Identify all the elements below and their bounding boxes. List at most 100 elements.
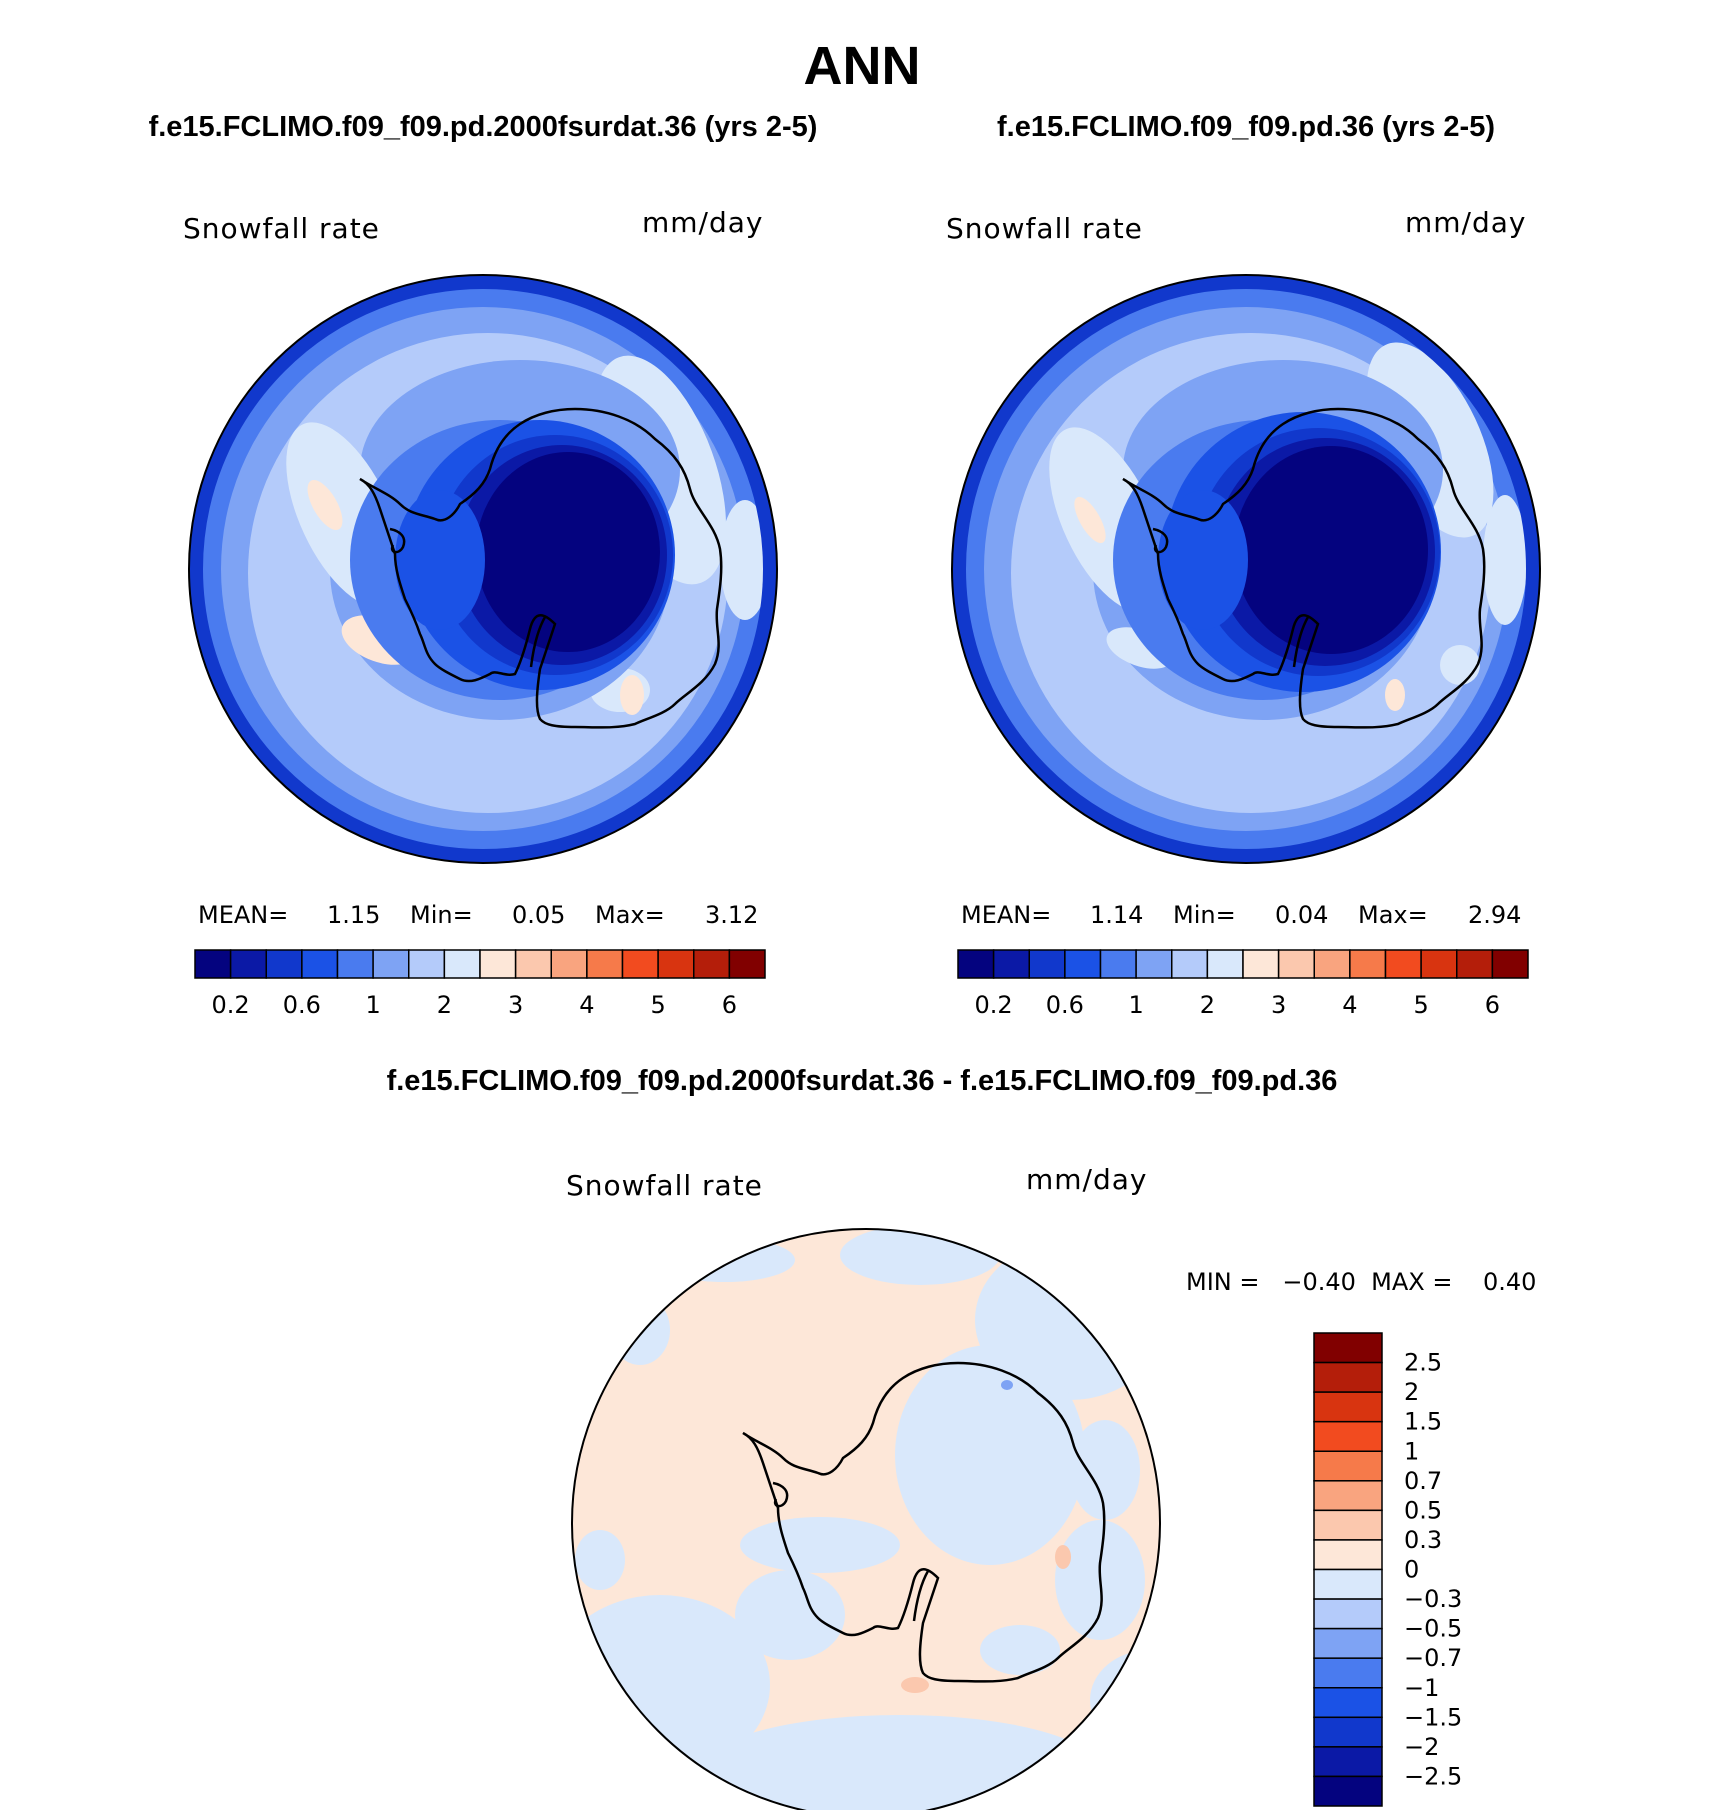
panel-a-units-label: mm/day [642, 206, 764, 239]
panel-a-colorbar-tick-label: 4 [579, 991, 594, 1019]
panel-c-colorbar-tick-label: 0.3 [1404, 1526, 1442, 1554]
panel-b-units-label: mm/day [1405, 206, 1527, 239]
panel-c-colorbar-swatch [1313, 1332, 1383, 1364]
panel-c-colorbar-swatch [1313, 1420, 1383, 1452]
panel-a-min-label: Min= [410, 901, 473, 929]
panel-c-colorbar-tick-label: −2 [1404, 1733, 1439, 1761]
panel-b-variable-label: Snowfall rate [946, 212, 1143, 245]
panel-b-map [952, 275, 1540, 863]
panel-a-map-border [188, 274, 778, 864]
panel-a: f.e15.FCLIMO.f09_f09.pd.2000fsurdat.36 (… [149, 111, 818, 1019]
panel-c-colorbar-swatch [1313, 1716, 1383, 1748]
panel-c-colorbar-tick-label: 2 [1404, 1378, 1419, 1406]
panel-a-colorbar-swatch [265, 949, 303, 979]
panel-a-colorbar-swatch [194, 949, 232, 979]
panel-c-colorbar-swatch [1313, 1361, 1383, 1393]
panel-c-colorbar-swatch [1313, 1450, 1383, 1482]
panel-c-variable-label: Snowfall rate [566, 1169, 763, 1202]
panel-a-colorbar-swatch [372, 949, 410, 979]
panel-a-colorbar-swatch [550, 949, 588, 979]
panel-a-colorbar-tick-label: 3 [508, 991, 523, 1019]
panel-c-colorbar-swatch [1313, 1687, 1383, 1719]
panel-a-colorbar-swatch [693, 949, 731, 979]
panel-b-colorbar-swatch [1171, 949, 1209, 979]
panel-c-colorbar-tick-label: −0.5 [1404, 1615, 1462, 1643]
panel-a-colorbar-swatch [301, 949, 339, 979]
panel-b-title: f.e15.FCLIMO.f09_f09.pd.36 (yrs 2-5) [997, 111, 1495, 143]
panel-b-map-border [951, 274, 1541, 864]
panel-c-colorbar-swatch [1313, 1568, 1383, 1600]
panel-a-colorbar-swatch [728, 949, 766, 979]
panel-b-max-label: Max= [1358, 901, 1428, 929]
panel-b-max-value: 2.94 [1468, 901, 1521, 929]
panel-b-colorbar-swatch [1099, 949, 1137, 979]
panel-a-colorbar-tick-label: 0.2 [212, 991, 250, 1019]
panel-b-colorbar-tick-label: 0.6 [1046, 991, 1084, 1019]
panel-c-colorbar-tick-label: −1 [1404, 1674, 1439, 1702]
panel-b-min-label: Min= [1173, 901, 1236, 929]
panel-c-colorbar: 2.521.510.70.50.30−0.3−0.5−0.7−1−1.5−2−2… [1313, 1332, 1462, 1807]
panel-c-colorbar-swatch [1313, 1775, 1383, 1807]
panel-c-range-text: MIN = −0.40 MAX = 0.40 [1186, 1268, 1536, 1296]
panel-a-colorbar-swatch [621, 949, 659, 979]
panel-b-colorbar-tick-label: 5 [1413, 991, 1428, 1019]
panel-b: f.e15.FCLIMO.f09_f09.pd.36 (yrs 2-5) Sno… [946, 111, 1541, 1019]
page-title: ANN [804, 36, 921, 96]
panel-a-map [189, 275, 777, 863]
panel-a-colorbar-swatch [514, 949, 552, 979]
panel-c-colorbar-swatch [1313, 1480, 1383, 1512]
panel-b-colorbar-swatch [1135, 949, 1173, 979]
panel-c-colorbar-tick-label: 0.7 [1404, 1467, 1442, 1495]
panel-c: f.e15.FCLIMO.f09_f09.pd.2000fsurdat.36 -… [387, 1065, 1536, 1810]
panel-b-colorbar-swatch [1206, 949, 1244, 979]
panel-a-mean-label: MEAN= [198, 901, 288, 929]
panel-a-colorbar-swatch [586, 949, 624, 979]
panel-c-colorbar-swatch [1313, 1509, 1383, 1541]
panel-b-colorbar-swatch [1277, 949, 1315, 979]
panel-b-colorbar-tick-label: 0.2 [975, 991, 1013, 1019]
panel-c-colorbar-tick-label: −1.5 [1404, 1703, 1462, 1731]
panel-a-min-value: 0.05 [512, 901, 565, 929]
panel-a-colorbar: 0.2 0.6 1 2 3 4 5 6 [194, 949, 766, 1019]
panel-a-colorbar-swatch [229, 949, 267, 979]
panel-a-colorbar-swatch [657, 949, 695, 979]
panel-c-colorbar-tick-label: −2.5 [1404, 1762, 1462, 1790]
panel-b-min-value: 0.04 [1275, 901, 1328, 929]
panel-b-colorbar-swatch [1313, 949, 1351, 979]
panel-a-colorbar-tick-label: 1 [365, 991, 380, 1019]
panel-a-mean-value: 1.15 [327, 901, 380, 929]
panel-b-colorbar-swatch [1456, 949, 1494, 979]
panel-b-mean-label: MEAN= [961, 901, 1051, 929]
panel-b-colorbar-tick-label: 2 [1200, 991, 1215, 1019]
panel-b-colorbar-swatch [1028, 949, 1066, 979]
panel-a-max-label: Max= [595, 901, 665, 929]
panel-c-units-label: mm/day [1026, 1163, 1148, 1196]
panel-b-colorbar-swatch [1491, 949, 1529, 979]
panel-c-colorbar-tick-label: −0.3 [1404, 1585, 1462, 1613]
panel-a-colorbar-swatch [443, 949, 481, 979]
panel-a-colorbar-swatch [336, 949, 374, 979]
panel-c-colorbar-tick-label: 0 [1404, 1556, 1419, 1584]
panel-c-colorbar-swatch [1313, 1391, 1383, 1423]
panel-b-mean-value: 1.14 [1090, 901, 1143, 929]
panel-c-colorbar-tick-label: 1 [1404, 1437, 1419, 1465]
panel-b-colorbar-tick-label: 6 [1485, 991, 1500, 1019]
panel-b-colorbar-swatch [1420, 949, 1458, 979]
panel-b-colorbar-swatch [957, 949, 995, 979]
panel-c-colorbar-swatch [1313, 1657, 1383, 1689]
panel-c-colorbar-tick-label: −0.7 [1404, 1644, 1462, 1672]
panel-a-colorbar-tick-label: 2 [437, 991, 452, 1019]
panel-b-colorbar-tick-label: 4 [1342, 991, 1357, 1019]
panel-c-colorbar-tick-label: 0.5 [1404, 1496, 1442, 1524]
panel-a-colorbar-tick-label: 5 [650, 991, 665, 1019]
panel-c-colorbar-swatch [1313, 1627, 1383, 1659]
panel-a-colorbar-swatch [408, 949, 446, 979]
panel-a-colorbar-tick-label: 0.6 [283, 991, 321, 1019]
panel-c-map-border [571, 1228, 1161, 1810]
panel-b-colorbar-swatch [1242, 949, 1280, 979]
panel-b-colorbar-swatch [1349, 949, 1387, 979]
panel-b-colorbar-swatch [1384, 949, 1422, 979]
panel-a-colorbar-tick-label: 6 [722, 991, 737, 1019]
